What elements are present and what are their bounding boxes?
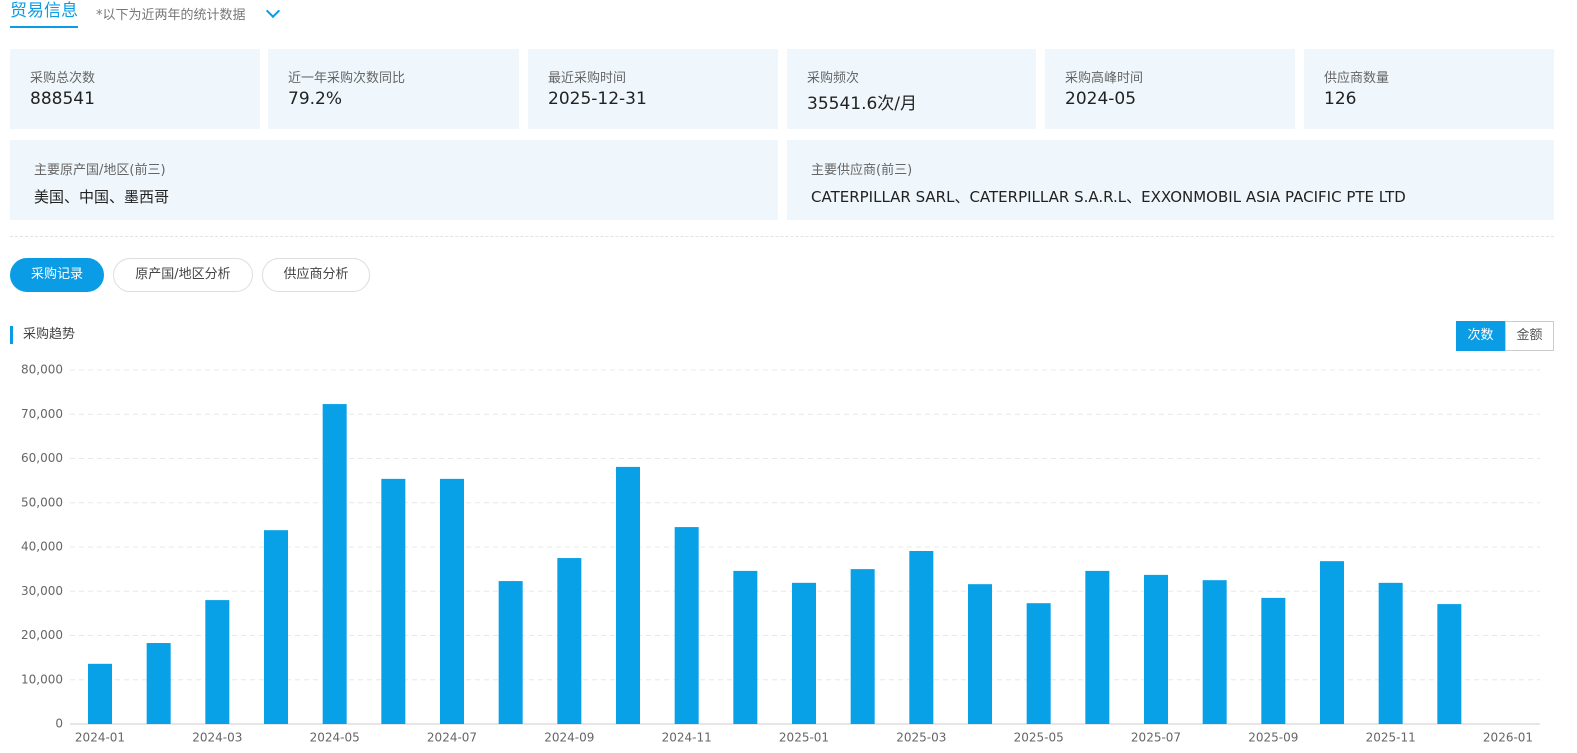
stat-card: 供应商数量 126 [1304,49,1554,129]
stat-label: 最近采购时间 [548,71,627,86]
chart: 0 10,000 20,000 30,000 40,000 50,000 60,000 70,… [21,363,1540,745]
expand-toggle[interactable] [265,3,281,19]
stat-label: 采购总次数 [30,71,96,86]
stat-value: 79.2% [288,89,343,109]
bar [146,643,171,724]
y-tick-label: 70,000 [21,407,63,421]
bar [88,663,112,724]
highlight-value: 美国、中国、墨西哥 [34,188,170,206]
x-tick-label: 2024-03 [192,731,242,745]
bar [733,570,758,724]
bar [322,404,347,724]
bar [1378,582,1403,724]
stat-card: 采购总次数 888541 [10,49,260,129]
y-tick-label: 60,000 [21,451,63,465]
y-tick-label: 40,000 [21,540,63,554]
stat-value: 888541 [30,89,95,109]
bar [616,466,640,724]
x-tick-label: 2025-05 [1014,731,1064,745]
stat-card: 最近采购时间 2025-12-31 [528,49,778,129]
bar [1320,561,1344,724]
toggle-button[interactable]: 次数 [1456,321,1505,351]
x-tick-label: 2024-05 [310,731,360,745]
x-tick-label: 2025-09 [1248,731,1298,745]
bar [792,582,816,724]
stat-label: 供应商数量 [1324,71,1390,86]
bar [381,478,406,724]
stat-value: 2024-05 [1065,89,1137,109]
x-tick-label: 2024-11 [662,731,712,745]
stat-label: 近一年采购次数同比 [288,71,406,86]
bar [557,558,582,724]
bar [1144,574,1168,724]
bar [1261,597,1286,724]
x-tick-label: 2026-01 [1483,731,1533,745]
y-tick-label: 50,000 [21,495,63,509]
bar [968,584,992,724]
x-tick-label: 2025-07 [1131,731,1181,745]
x-tick-label: 2025-11 [1366,731,1416,745]
y-tick-label: 20,000 [21,628,63,642]
bar [498,581,523,724]
x-tick-label: 2024-07 [427,731,477,745]
x-tick-label: 2024-09 [544,731,594,745]
stat-label: 采购频次 [807,71,860,86]
stat-card: 采购高峰时间 2024-05 [1045,49,1295,129]
stat-value: 2025-12-31 [548,89,647,109]
bar [1202,580,1227,724]
bar [909,550,934,724]
section-title: 贸易信息 [10,0,78,28]
x-tick-label: 2024-01 [75,731,125,745]
bar [264,530,288,724]
bar [1085,570,1110,724]
highlight-card: 主要原产国/地区(前三) 美国、中国、墨西哥 [10,140,778,220]
bar [850,569,875,724]
bar [674,527,699,724]
stat-card: 近一年采购次数同比 79.2% [268,49,519,129]
bar [1026,603,1051,724]
bar [205,600,230,724]
stat-card: 采购频次 35541.6次/月 [787,49,1036,129]
y-tick-label: 30,000 [21,584,63,598]
highlight-label: 主要供应商(前三) [811,163,913,178]
highlight-label: 主要原产国/地区(前三) [34,163,166,178]
x-tick-label: 2025-03 [896,731,946,745]
highlight-card: 主要供应商(前三) CATERPILLAR SARL、CATERPILLAR S.… [787,140,1554,220]
y-tick-label: 10,000 [21,672,63,686]
chart-title: 采购趋势 [10,326,75,344]
tab[interactable]: 供应商分析 [262,258,370,292]
toggle-button[interactable]: 金额 [1505,321,1554,351]
y-tick-label: 80,000 [21,363,63,377]
highlight-value: CATERPILLAR SARL、CATERPILLAR S.A.R.L、EXX… [811,188,1406,206]
stat-label: 采购高峰时间 [1065,71,1144,86]
note: *以下为近两年的统计数据 [96,8,246,23]
bar [1437,604,1462,724]
tab[interactable]: 原产国/地区分析 [113,258,253,292]
stat-value: 35541.6次/月 [807,94,918,114]
bar [440,478,464,724]
separator [10,236,1554,237]
y-tick-label: 0 [55,717,63,731]
tab[interactable]: 采购记录 [10,258,104,292]
stat-value: 126 [1324,89,1357,109]
x-tick-label: 2025-01 [779,731,829,745]
